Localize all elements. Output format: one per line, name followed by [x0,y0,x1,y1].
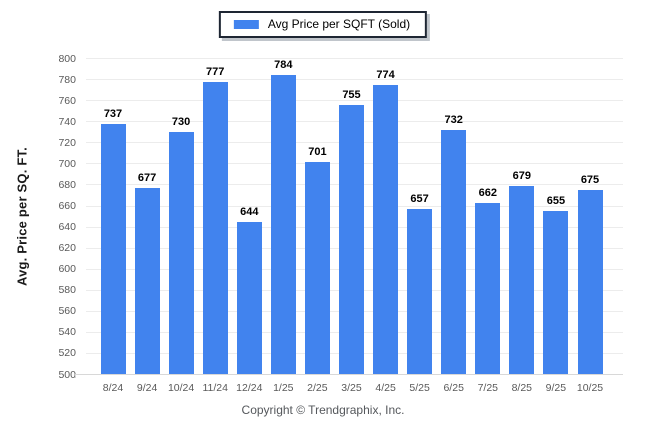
x-tick-label: 1/25 [273,382,294,394]
bar-value-label: 777 [206,66,225,79]
x-tick-label: 2/25 [307,382,328,394]
bar-value-label: 677 [137,171,157,184]
x-tick-label: 11/24 [202,382,228,394]
y-tick-label: 640 [58,221,76,233]
bar [543,210,569,374]
x-axis-start-tick [75,374,76,378]
y-tick-label: 620 [58,242,76,255]
bar [202,82,228,374]
x-tick-label: 8/24 [102,382,124,394]
y-tick-label: 580 [58,284,76,297]
bar-value-label: 774 [376,69,395,82]
x-tick-label: 7/25 [477,382,499,394]
bar-value-label: 730 [171,115,191,128]
x-tick-label: 6/25 [443,382,464,394]
bar [304,162,330,374]
bar [236,222,262,374]
bar [475,203,501,374]
legend: Avg Price per SQFT (Sold) [218,11,428,38]
bar [373,85,399,374]
x-tick-label: 5/25 [409,382,430,394]
bar [509,185,535,374]
copyright-text: Copyright © Trendgraphix, Inc. [241,403,405,417]
y-tick-label: 700 [58,157,76,170]
bar [134,187,160,374]
bar-value-label: 755 [342,89,361,102]
y-tick-label: 660 [58,200,76,212]
y-tick-label: 800 [58,52,76,65]
x-axis-line [75,374,623,375]
x-tick-label: 8/25 [511,382,533,394]
x-tick-label: 9/25 [545,382,567,394]
bar-value-label: 784 [274,58,293,71]
y-tick-label: 780 [58,73,76,86]
y-tick-label: 720 [58,136,76,149]
gridline [86,79,623,81]
y-tick-label: 540 [58,326,76,339]
x-tick-label: 3/25 [341,382,362,394]
x-tick-label: 4/25 [375,382,396,394]
bar [339,105,364,374]
gridline [86,58,623,59]
bar [407,208,433,374]
bar-value-label: 737 [103,108,123,121]
plot-area: 737 8/24 677 9/24 730 10/24 777 11/24 644 12/24 78… [75,58,623,394]
bar-value-label: 679 [512,169,531,182]
bar-value-label: 657 [410,192,429,205]
bar-value-label: 675 [580,173,600,186]
bar [100,124,126,374]
legend-swatch-icon [233,20,259,29]
y-axis-tick-labels: 800 780 760 740 720 700 680 660 640 620 600 580 560 5… [0,53,76,381]
y-tick-label: 500 [58,368,76,381]
y-tick-label: 680 [58,178,76,191]
bar [168,131,194,374]
bar [441,129,467,374]
bar [577,189,603,374]
x-tick-label: 10/25 [576,382,604,394]
y-tick-label: 740 [58,115,76,128]
y-tick-label: 760 [58,94,76,107]
y-tick-label: 560 [58,305,76,318]
y-tick-label: 520 [58,347,76,360]
bar-value-label: 662 [478,187,497,200]
x-tick-label: 9/24 [136,382,158,394]
bar-value-label: 644 [240,206,259,219]
legend-label: Avg Price per SQFT (Sold) [267,17,411,31]
bar [270,74,296,374]
bar-value-label: 701 [308,146,327,159]
y-tick-label: 600 [58,263,76,276]
bar-value-label: 655 [546,194,566,207]
x-tick-label: 12/24 [236,382,263,394]
gridline [86,100,623,102]
bar-value-label: 732 [444,113,463,126]
x-tick-label: 10/24 [167,382,195,394]
